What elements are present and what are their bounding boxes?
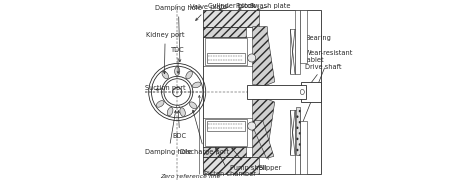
Ellipse shape bbox=[156, 101, 164, 107]
Text: Damping hole: Damping hole bbox=[155, 5, 202, 62]
Text: Wear-resistant
tablet: Wear-resistant tablet bbox=[300, 50, 354, 129]
Text: Swash plate: Swash plate bbox=[250, 3, 291, 10]
Text: Discharge port: Discharge port bbox=[180, 110, 229, 155]
Text: Bearing: Bearing bbox=[298, 35, 331, 50]
Polygon shape bbox=[296, 107, 301, 155]
Bar bbox=[291, 29, 295, 74]
Bar bbox=[205, 119, 247, 146]
Text: Zero reference line: Zero reference line bbox=[161, 174, 221, 179]
Bar bbox=[205, 38, 247, 65]
Text: Pump shell: Pump shell bbox=[229, 148, 266, 171]
Text: Cylinder block: Cylinder block bbox=[208, 3, 255, 10]
Circle shape bbox=[248, 54, 256, 62]
Polygon shape bbox=[253, 98, 275, 157]
Ellipse shape bbox=[192, 82, 201, 88]
Text: Damping hole: Damping hole bbox=[146, 111, 192, 155]
Text: Slipper: Slipper bbox=[259, 136, 282, 171]
Circle shape bbox=[177, 105, 179, 108]
Bar bbox=[207, 121, 245, 131]
Ellipse shape bbox=[189, 102, 197, 109]
Text: BDC: BDC bbox=[173, 111, 187, 139]
Bar bbox=[291, 110, 295, 155]
Bar bbox=[203, 147, 246, 157]
Text: Suction port: Suction port bbox=[146, 85, 186, 91]
Bar bbox=[295, 10, 301, 74]
Text: Kidney port: Kidney port bbox=[146, 32, 184, 74]
Ellipse shape bbox=[186, 71, 192, 79]
Bar bbox=[301, 121, 307, 174]
Bar bbox=[203, 157, 259, 174]
Bar bbox=[295, 110, 301, 174]
Polygon shape bbox=[255, 121, 274, 158]
Bar bbox=[247, 85, 306, 99]
Bar bbox=[203, 10, 259, 27]
Text: Piston: Piston bbox=[235, 3, 255, 9]
Bar bbox=[203, 27, 246, 37]
Ellipse shape bbox=[162, 71, 169, 79]
Ellipse shape bbox=[180, 108, 185, 116]
Circle shape bbox=[248, 122, 256, 130]
Text: TDC: TDC bbox=[171, 47, 185, 73]
Polygon shape bbox=[253, 27, 275, 86]
Bar bbox=[301, 82, 321, 102]
Text: Valve plate: Valve plate bbox=[190, 4, 227, 20]
Ellipse shape bbox=[174, 67, 180, 76]
Text: Drive shaft: Drive shaft bbox=[305, 64, 342, 89]
Bar bbox=[207, 53, 245, 63]
Text: Piston chamber: Piston chamber bbox=[203, 148, 255, 177]
Bar bbox=[203, 10, 321, 174]
Bar bbox=[301, 10, 307, 63]
Ellipse shape bbox=[167, 107, 173, 116]
